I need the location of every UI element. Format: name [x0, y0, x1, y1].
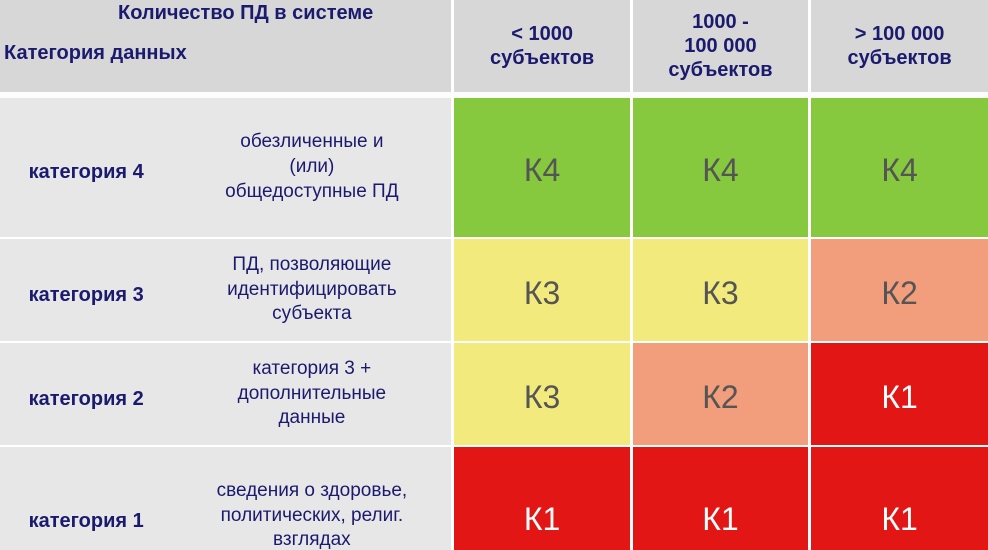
k-label: К3 [702, 275, 738, 312]
header-col-0: < 1000субъектов [453, 0, 631, 92]
classification-matrix: Количество ПД в системе Категория данных… [0, 0, 988, 550]
k-cell: К4 [810, 98, 988, 238]
category-desc: категория 3 +дополнительныеданные [172, 342, 453, 446]
k-cell: К4 [631, 98, 809, 238]
k-label: К1 [524, 501, 560, 538]
category-desc: сведения о здоровье,политических, религ.… [172, 446, 453, 550]
k-cell: К1 [453, 446, 631, 550]
k-label: К2 [881, 275, 917, 312]
k-label: К4 [881, 152, 917, 189]
header-corner-cell: Количество ПД в системе Категория данных [0, 0, 453, 92]
k-cell: К3 [453, 342, 631, 446]
matrix-table: Количество ПД в системе Категория данных… [0, 0, 988, 550]
k-cell: К1 [810, 446, 988, 550]
category-desc: обезличенные и(или)общедоступные ПД [172, 98, 453, 238]
row-cat4: категория 4 обезличенные и(или)общедосту… [0, 98, 988, 238]
row-cat2: категория 2 категория 3 +дополнительныед… [0, 342, 988, 446]
k-label: К2 [702, 379, 738, 416]
k-cell: К1 [810, 342, 988, 446]
k-label: К1 [881, 379, 917, 416]
k-label: К3 [524, 275, 560, 312]
k-cell: К2 [810, 238, 988, 342]
row-cat1: категория 1 сведения о здоровье,политиче… [0, 446, 988, 550]
k-label: К4 [702, 152, 738, 189]
header-col-2: > 100 000субъектов [810, 0, 988, 92]
k-cell: К3 [631, 238, 809, 342]
k-label: К4 [524, 152, 560, 189]
row-cat3: категория 3 ПД, позволяющиеидентифициров… [0, 238, 988, 342]
k-label: К1 [702, 501, 738, 538]
category-label: категория 3 [0, 238, 172, 342]
k-cell: К4 [453, 98, 631, 238]
k-label: К1 [881, 501, 917, 538]
header-corner-top: Количество ПД в системе [118, 2, 373, 25]
category-label: категория 4 [0, 98, 172, 238]
category-desc: ПД, позволяющиеидентифицироватьсубъекта [172, 238, 453, 342]
category-label: категория 2 [0, 342, 172, 446]
header-row: Количество ПД в системе Категория данных… [0, 0, 988, 92]
k-label: К3 [524, 379, 560, 416]
header-col-1: 1000 -100 000субъектов [631, 0, 809, 92]
k-cell: К2 [631, 342, 809, 446]
header-corner-bottom: Категория данных [4, 42, 187, 65]
k-cell: К1 [631, 446, 809, 550]
category-label: категория 1 [0, 446, 172, 550]
k-cell: К3 [453, 238, 631, 342]
